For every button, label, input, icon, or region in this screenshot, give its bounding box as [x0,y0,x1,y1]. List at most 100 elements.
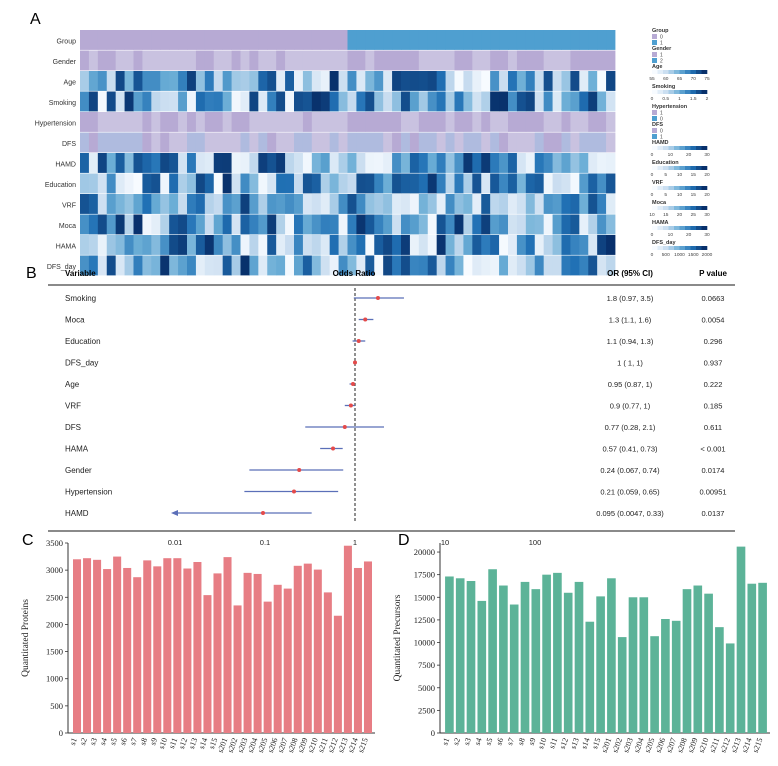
legend-gradient-segment [701,90,708,94]
heatmap-cell [338,71,348,91]
heatmap-cell [454,30,464,50]
heatmap-cell [356,194,366,214]
heatmap-cell [320,194,331,214]
heatmap-cell [133,91,143,112]
legend-gradient-segment [701,246,708,250]
legend-gradient-segment [690,70,697,74]
heatmap-cell [124,214,134,235]
legend-title: Gender [652,46,672,52]
heatmap-cell [579,71,589,91]
heatmap-cell [472,30,482,50]
heatmap-cell [169,71,179,91]
heatmap-cell [347,255,357,276]
heatmap-cell [142,214,152,235]
legend-gradient-segment [679,186,686,190]
forest-point [356,339,361,343]
heatmap-cell [561,194,571,214]
heatmap-cell [97,132,108,153]
heatmap-cell [169,255,179,276]
heatmap-cell [525,112,536,132]
forest-point [342,425,347,429]
heatmap-cell [276,91,286,112]
forest-ci-text: 1.1 (0.94, 1.3) [607,337,654,346]
heatmap-cell [383,71,393,91]
forest-p-value: 0.611 [704,423,722,432]
legend-gradient-segment [701,166,708,170]
heatmap-cell [606,214,616,235]
heatmap-cell [409,30,420,50]
bar [455,578,465,733]
heatmap-cell [187,112,197,132]
heatmap-row-label: Smoking [49,100,76,107]
heatmap-cell [320,132,331,153]
heatmap-cell [329,91,339,112]
heatmap-cell [374,50,384,71]
bar [509,604,519,733]
heatmap-cell [302,71,313,91]
heatmap-cell [445,235,455,255]
bar [103,569,112,733]
legend-tick: 30 [704,232,710,238]
heatmap-cell [311,50,322,71]
heatmap-cell [240,194,250,214]
heatmap-cell [543,173,553,194]
heatmap-cell [285,235,295,255]
heatmap-cell [409,71,420,91]
y-tick-label: 1000 [46,674,63,684]
heatmap-cell [88,173,99,194]
x-tick-label: s11 [167,737,179,750]
heatmap-cell [534,112,545,132]
x-tick-label: s9 [148,737,159,747]
heatmap-cell [115,173,125,194]
legend-tick: 1 [660,53,663,59]
heatmap-cell [133,153,143,173]
legend-tick: 2 [660,59,663,65]
heatmap-cell [374,194,384,214]
heatmap-cell [151,91,161,112]
heatmap-cell [294,153,304,173]
heatmap-cell [249,132,259,153]
heatmap-cell [285,112,295,132]
x-tick-label: s9 [527,737,538,747]
forest-p-value: < 0.001 [700,445,725,454]
heatmap-cell [552,30,562,50]
legend-gradient-segment [696,206,702,210]
heatmap-cell [508,50,518,71]
heatmap-cell [374,30,384,50]
legend-title: Smoking [652,84,675,90]
heatmap-cell [481,50,491,71]
heatmap-cell [142,71,152,91]
heatmap-cell [579,194,589,214]
heatmap-cell [106,50,117,71]
legend-gradient-segment [668,166,675,170]
legend-gradient-segment [690,166,697,170]
heatmap-cell [347,30,357,50]
heatmap-cell [499,255,509,276]
legend-gradient-segment [657,186,664,190]
heatmap-cell [178,112,188,132]
heatmap-cell [133,112,143,132]
legend-gradient-segment [696,186,702,190]
heatmap-cell [187,132,197,153]
heatmap-cell [418,214,429,235]
heatmap-cell [320,214,331,235]
y-tick-label: 12500 [414,615,435,625]
heatmap-cell [240,71,250,91]
heatmap-cell [534,91,545,112]
heatmap-cell [463,153,473,173]
heatmap-cell [151,30,161,50]
forest-ci-text: 0.24 (0.067, 0.74) [600,466,660,475]
heatmap-cell [392,214,402,235]
heatmap-cell [516,153,527,173]
heatmap-cell [267,173,277,194]
bar [353,567,362,733]
heatmap-cell [490,91,500,112]
heatmap-cell [597,255,607,276]
heatmap-cell [115,50,125,71]
heatmap-cell [356,71,366,91]
heatmap-cell [222,153,232,173]
heatmap-cell [463,50,473,71]
heatmap-cell [187,153,197,173]
heatmap-cell [231,173,241,194]
